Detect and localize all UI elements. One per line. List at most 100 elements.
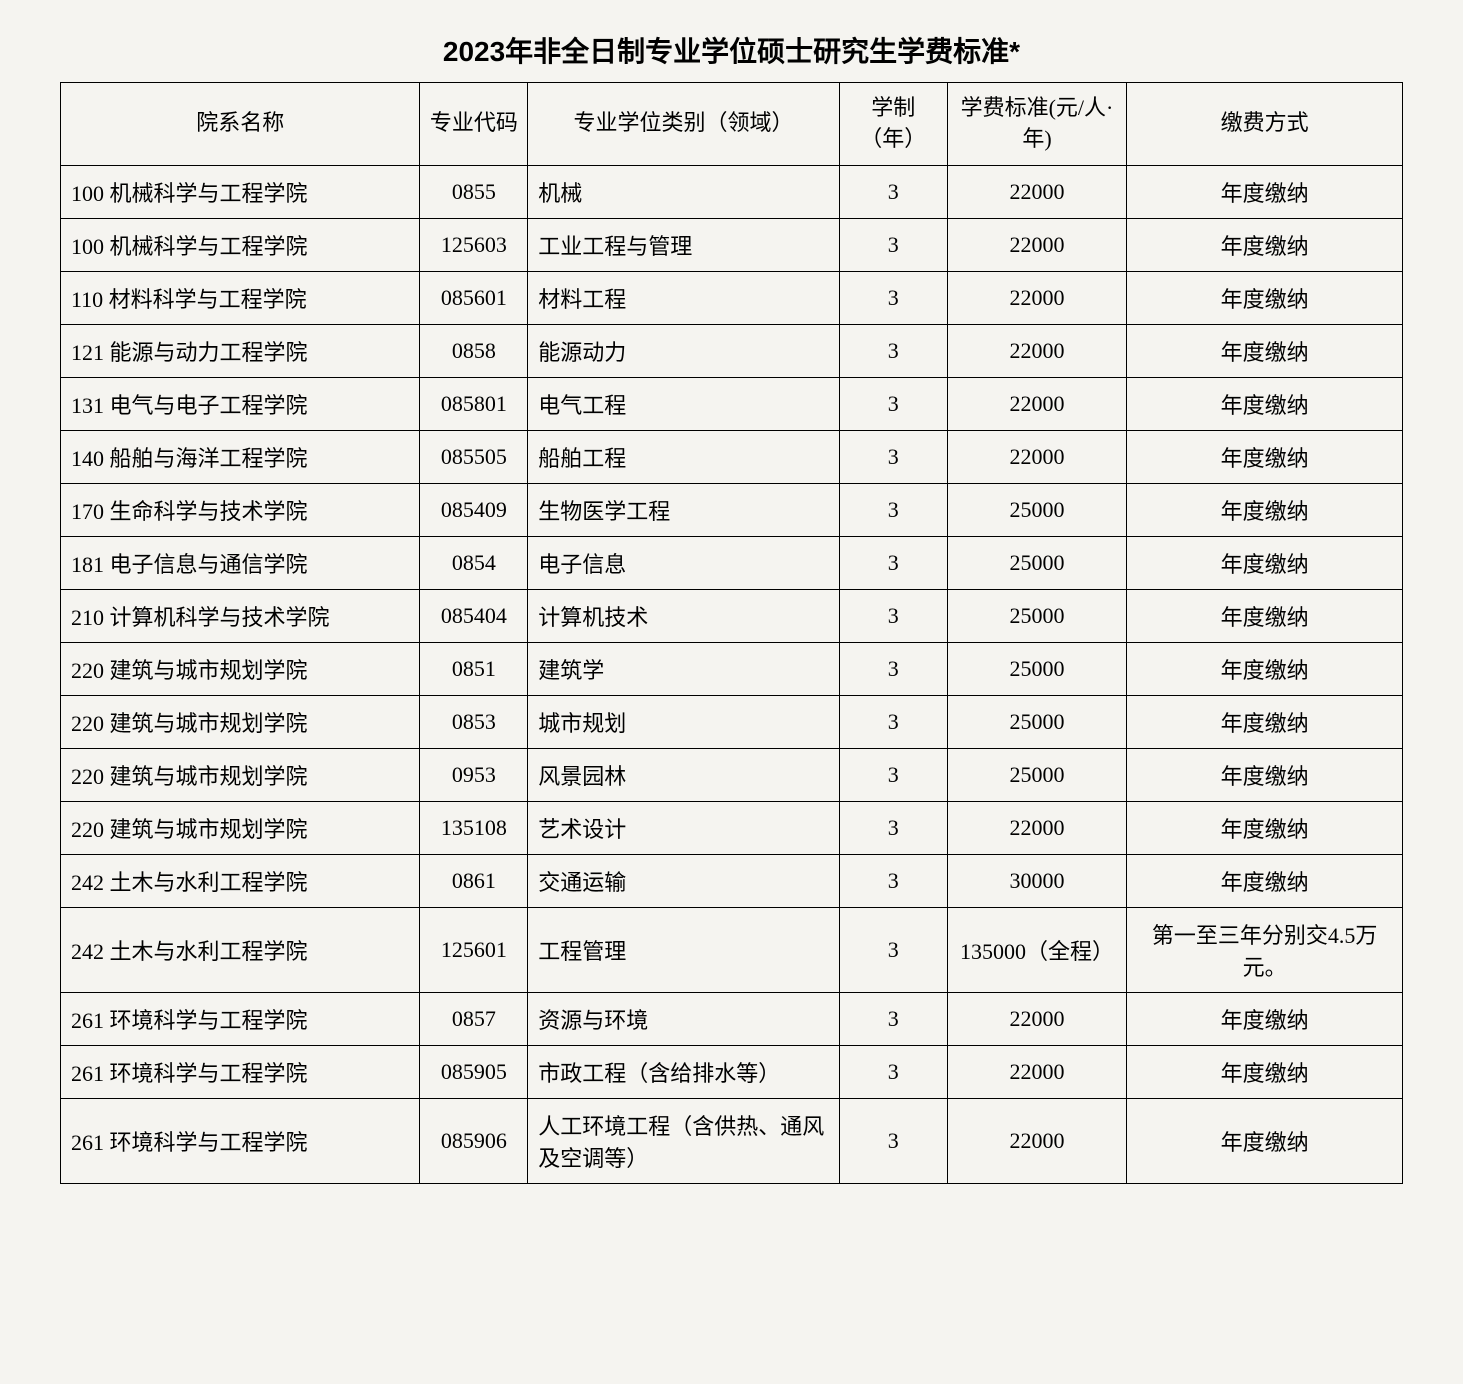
cell-code: 085404 — [420, 589, 528, 642]
cell-fee: 25000 — [947, 695, 1127, 748]
cell-code: 0855 — [420, 165, 528, 218]
cell-years: 3 — [839, 992, 947, 1045]
cell-fee: 22000 — [947, 165, 1127, 218]
cell-dept: 210 计算机科学与技术学院 — [61, 589, 420, 642]
cell-field: 建筑学 — [528, 642, 840, 695]
cell-dept: 220 建筑与城市规划学院 — [61, 695, 420, 748]
table-row: 220 建筑与城市规划学院135108艺术设计322000年度缴纳 — [61, 801, 1403, 854]
cell-years: 3 — [839, 642, 947, 695]
cell-pay: 年度缴纳 — [1127, 536, 1403, 589]
cell-pay: 年度缴纳 — [1127, 377, 1403, 430]
table-row: 210 计算机科学与技术学院085404计算机技术325000年度缴纳 — [61, 589, 1403, 642]
table-row: 100 机械科学与工程学院125603工业工程与管理322000年度缴纳 — [61, 218, 1403, 271]
table-row: 110 材料科学与工程学院085601材料工程322000年度缴纳 — [61, 271, 1403, 324]
cell-fee: 22000 — [947, 324, 1127, 377]
cell-dept: 170 生命科学与技术学院 — [61, 483, 420, 536]
tuition-table: 院系名称 专业代码 专业学位类别（领域） 学制（年） 学费标准(元/人·年) 缴… — [60, 82, 1403, 1184]
cell-code: 0861 — [420, 854, 528, 907]
cell-dept: 242 土木与水利工程学院 — [61, 854, 420, 907]
table-row: 140 船舶与海洋工程学院085505船舶工程322000年度缴纳 — [61, 430, 1403, 483]
cell-years: 3 — [839, 483, 947, 536]
cell-code: 085505 — [420, 430, 528, 483]
cell-years: 3 — [839, 324, 947, 377]
cell-pay: 年度缴纳 — [1127, 748, 1403, 801]
cell-fee: 22000 — [947, 430, 1127, 483]
cell-pay: 年度缴纳 — [1127, 271, 1403, 324]
cell-fee: 22000 — [947, 1045, 1127, 1098]
table-row: 220 建筑与城市规划学院0953风景园林325000年度缴纳 — [61, 748, 1403, 801]
cell-dept: 100 机械科学与工程学院 — [61, 218, 420, 271]
cell-years: 3 — [839, 907, 947, 992]
col-header-pay: 缴费方式 — [1127, 83, 1403, 166]
cell-fee: 30000 — [947, 854, 1127, 907]
col-header-code: 专业代码 — [420, 83, 528, 166]
cell-field: 工程管理 — [528, 907, 840, 992]
table-row: 181 电子信息与通信学院0854电子信息325000年度缴纳 — [61, 536, 1403, 589]
cell-fee: 22000 — [947, 271, 1127, 324]
cell-field: 生物医学工程 — [528, 483, 840, 536]
cell-code: 0857 — [420, 992, 528, 1045]
table-row: 261 环境科学与工程学院085905市政工程（含给排水等）322000年度缴纳 — [61, 1045, 1403, 1098]
cell-code: 135108 — [420, 801, 528, 854]
cell-pay: 年度缴纳 — [1127, 1045, 1403, 1098]
cell-dept: 220 建筑与城市规划学院 — [61, 748, 420, 801]
cell-dept: 140 船舶与海洋工程学院 — [61, 430, 420, 483]
cell-field: 人工环境工程（含供热、通风及空调等） — [528, 1098, 840, 1183]
cell-field: 交通运输 — [528, 854, 840, 907]
table-row: 242 土木与水利工程学院125601工程管理3135000（全程）第一至三年分… — [61, 907, 1403, 992]
cell-code: 125603 — [420, 218, 528, 271]
table-row: 131 电气与电子工程学院085801电气工程322000年度缴纳 — [61, 377, 1403, 430]
table-header-row: 院系名称 专业代码 专业学位类别（领域） 学制（年） 学费标准(元/人·年) 缴… — [61, 83, 1403, 166]
cell-code: 085906 — [420, 1098, 528, 1183]
table-row: 100 机械科学与工程学院0855机械322000年度缴纳 — [61, 165, 1403, 218]
col-header-years: 学制（年） — [839, 83, 947, 166]
cell-field: 城市规划 — [528, 695, 840, 748]
table-row: 261 环境科学与工程学院0857资源与环境322000年度缴纳 — [61, 992, 1403, 1045]
table-row: 170 生命科学与技术学院085409生物医学工程325000年度缴纳 — [61, 483, 1403, 536]
cell-field: 资源与环境 — [528, 992, 840, 1045]
cell-code: 085601 — [420, 271, 528, 324]
cell-dept: 181 电子信息与通信学院 — [61, 536, 420, 589]
cell-field: 材料工程 — [528, 271, 840, 324]
table-row: 220 建筑与城市规划学院0853城市规划325000年度缴纳 — [61, 695, 1403, 748]
cell-fee: 25000 — [947, 642, 1127, 695]
cell-fee: 22000 — [947, 992, 1127, 1045]
cell-years: 3 — [839, 1045, 947, 1098]
cell-code: 085905 — [420, 1045, 528, 1098]
table-title: 2023年非全日制专业学位硕士研究生学费标准* — [60, 30, 1403, 70]
cell-field: 风景园林 — [528, 748, 840, 801]
cell-field: 机械 — [528, 165, 840, 218]
cell-pay: 年度缴纳 — [1127, 992, 1403, 1045]
cell-code: 085409 — [420, 483, 528, 536]
table-row: 121 能源与动力工程学院0858能源动力322000年度缴纳 — [61, 324, 1403, 377]
table-row: 261 环境科学与工程学院085906人工环境工程（含供热、通风及空调等）322… — [61, 1098, 1403, 1183]
cell-field: 能源动力 — [528, 324, 840, 377]
cell-pay: 年度缴纳 — [1127, 165, 1403, 218]
cell-fee: 25000 — [947, 748, 1127, 801]
cell-years: 3 — [839, 377, 947, 430]
cell-years: 3 — [839, 536, 947, 589]
cell-years: 3 — [839, 1098, 947, 1183]
cell-years: 3 — [839, 218, 947, 271]
cell-dept: 220 建筑与城市规划学院 — [61, 642, 420, 695]
cell-dept: 261 环境科学与工程学院 — [61, 1045, 420, 1098]
cell-pay: 年度缴纳 — [1127, 324, 1403, 377]
cell-dept: 261 环境科学与工程学院 — [61, 992, 420, 1045]
cell-fee: 22000 — [947, 377, 1127, 430]
cell-years: 3 — [839, 695, 947, 748]
cell-pay: 年度缴纳 — [1127, 483, 1403, 536]
cell-field: 船舶工程 — [528, 430, 840, 483]
cell-pay: 年度缴纳 — [1127, 218, 1403, 271]
table-row: 220 建筑与城市规划学院0851建筑学325000年度缴纳 — [61, 642, 1403, 695]
cell-fee: 25000 — [947, 536, 1127, 589]
cell-pay: 第一至三年分别交4.5万元。 — [1127, 907, 1403, 992]
cell-code: 125601 — [420, 907, 528, 992]
col-header-dept: 院系名称 — [61, 83, 420, 166]
cell-years: 3 — [839, 748, 947, 801]
cell-fee: 25000 — [947, 589, 1127, 642]
cell-fee: 25000 — [947, 483, 1127, 536]
cell-fee: 22000 — [947, 801, 1127, 854]
cell-dept: 220 建筑与城市规划学院 — [61, 801, 420, 854]
cell-pay: 年度缴纳 — [1127, 1098, 1403, 1183]
cell-field: 计算机技术 — [528, 589, 840, 642]
